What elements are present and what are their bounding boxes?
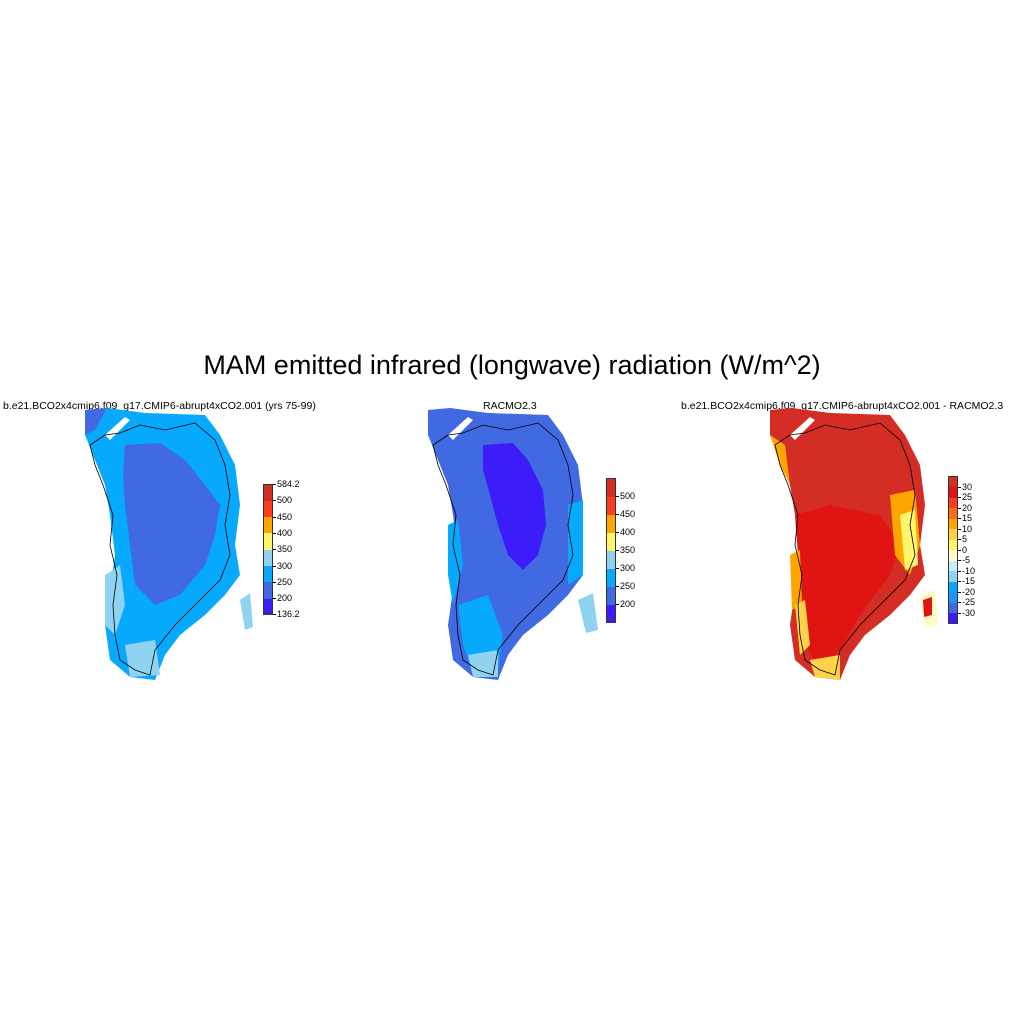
greenland-map-diff — [770, 408, 938, 680]
coastline — [432, 422, 574, 676]
colorbar-swatch — [263, 532, 273, 550]
colorbar-swatch — [263, 581, 273, 599]
colorbar-swatch — [948, 560, 958, 571]
colorbar-swatch — [606, 568, 616, 587]
colorbar-label: -20 — [962, 586, 976, 597]
colorbar-label: -25 — [962, 597, 976, 607]
colorbar-swatch — [263, 516, 273, 534]
colorbar-swatch — [606, 586, 616, 605]
colorbar-label: 200 — [277, 593, 293, 604]
colorbar-label: 10 — [962, 523, 973, 534]
colorbar-label: 200 — [620, 599, 636, 609]
colorbar-label: -15 — [962, 576, 976, 586]
colorbar-label: 400 — [277, 527, 293, 538]
colorbar-label: 500 — [620, 491, 636, 501]
colorbar-swatch — [948, 507, 958, 519]
colorbar-swatch — [263, 598, 273, 615]
panel-title-diff: b.e21.BCO2x4cmip6.f09_g17.CMIP6-abrupt4x… — [681, 400, 1004, 412]
colorbar-label: 400 — [620, 527, 636, 537]
colorbar-swatch — [948, 528, 958, 540]
colorbar-label: -10 — [962, 565, 976, 576]
colorbar-swatch — [606, 514, 616, 533]
colorbar-label: 30 — [962, 481, 973, 492]
colorbar-swatch — [948, 602, 958, 613]
colorbar-swatch — [606, 604, 616, 623]
colorbar-label: -30 — [962, 607, 976, 618]
colorbar-label: 5 — [962, 534, 968, 544]
colorbar-label: 25 — [962, 492, 973, 502]
colorbar-swatch — [948, 549, 958, 561]
panel-title-obs: RACMO2.3 — [483, 400, 537, 412]
colorbar-swatch — [263, 549, 273, 566]
colorbar-label: 584.2 — [277, 479, 300, 489]
colorbar-label: 350 — [620, 545, 636, 555]
map-fill — [85, 408, 253, 680]
colorbar-swatch — [948, 570, 958, 582]
colorbar-label: 500 — [277, 495, 293, 506]
colorbar-swatch — [948, 476, 958, 487]
coastline — [89, 422, 231, 676]
colorbar-swatch — [606, 478, 616, 497]
coastline — [774, 422, 916, 676]
colorbar-label: 0 — [962, 544, 968, 555]
greenland-map-model — [85, 408, 253, 680]
colorbar-swatch — [948, 581, 958, 592]
colorbar-label: 450 — [277, 511, 293, 522]
colorbar-swatch — [948, 486, 958, 498]
figure-title: MAM emitted infrared (longwave) radiatio… — [203, 350, 821, 380]
colorbar-label: 15 — [962, 513, 973, 523]
colorbar-label: 136.2 — [277, 609, 300, 620]
colorbar-label: 250 — [277, 576, 293, 587]
colorbar-label: 250 — [620, 581, 636, 591]
map-fill — [770, 408, 938, 680]
colorbar-swatch — [948, 518, 958, 529]
colorbar-swatch — [948, 591, 958, 603]
colorbar-swatch — [948, 497, 958, 508]
colorbar-swatch — [606, 550, 616, 569]
map-fill — [428, 408, 598, 680]
greenland-map-obs — [428, 408, 598, 680]
colorbar-label: 300 — [277, 560, 293, 571]
colorbar-swatch — [606, 532, 616, 551]
colorbar-label: 450 — [620, 509, 636, 519]
colorbar-swatch — [263, 500, 273, 518]
colorbar-swatch — [263, 565, 273, 583]
colorbar-label: 300 — [620, 563, 636, 573]
colorbar-label: 350 — [277, 544, 293, 555]
colorbar-swatch — [606, 496, 616, 515]
colorbar-swatch — [948, 612, 958, 624]
panel-title-model: b.e21.BCO2x4cmip6.f09_g17.CMIP6-abrupt4x… — [3, 400, 316, 412]
colorbar-label: 20 — [962, 502, 973, 513]
colorbar-label: -5 — [962, 555, 971, 565]
colorbar-swatch — [263, 484, 273, 501]
colorbar-swatch — [948, 539, 958, 550]
